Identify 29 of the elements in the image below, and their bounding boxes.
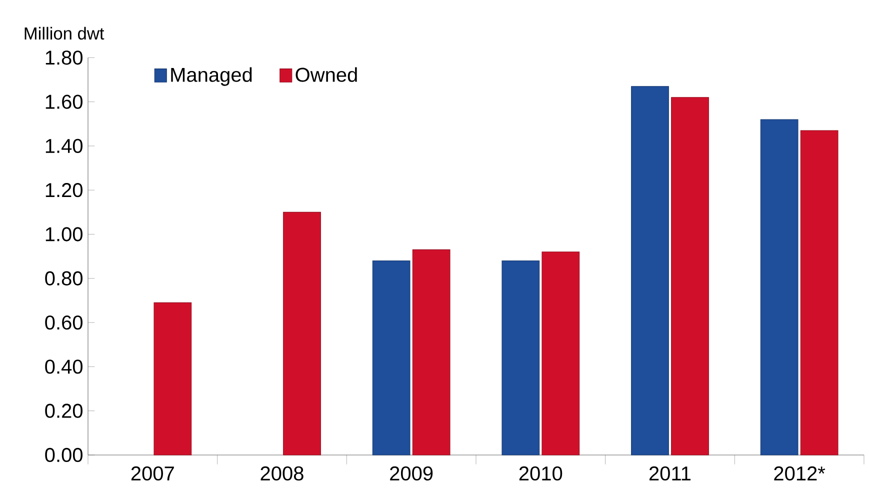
x-tick-label: 2012* <box>774 466 826 481</box>
x-tick-label: 2011 <box>649 466 691 481</box>
y-tick-label: 1.20 <box>46 183 82 198</box>
y-tick-label: 0.80 <box>45 271 82 286</box>
x-tick-label: 2008 <box>260 466 304 481</box>
bar <box>154 302 192 456</box>
x-tick-label: 2007 <box>131 466 174 481</box>
y-tick-label: 0.40 <box>45 360 82 374</box>
bar <box>760 119 798 456</box>
legend-label: Owned <box>296 67 357 82</box>
bar <box>283 212 321 456</box>
bar <box>542 252 580 456</box>
bar <box>671 97 709 456</box>
y-axis-title: Million dwt <box>24 26 104 40</box>
y-tick-label: 1.40 <box>46 138 82 154</box>
bar <box>631 86 669 456</box>
bar <box>502 260 540 456</box>
y-tick-label: 1.60 <box>46 94 82 109</box>
y-tick-label: 0.60 <box>45 315 82 330</box>
x-tick-label: 2010 <box>519 466 562 481</box>
y-tick-label: 0.00 <box>45 448 82 462</box>
legend-label: Managed <box>171 67 252 86</box>
y-tick-label: 0.20 <box>45 404 82 418</box>
bar <box>412 249 450 456</box>
bar <box>372 260 410 456</box>
bar <box>800 130 838 456</box>
y-tick-label: 1.80 <box>46 50 82 65</box>
x-tick-label: 2009 <box>390 466 433 481</box>
y-tick-label: 1.00 <box>46 227 82 242</box>
